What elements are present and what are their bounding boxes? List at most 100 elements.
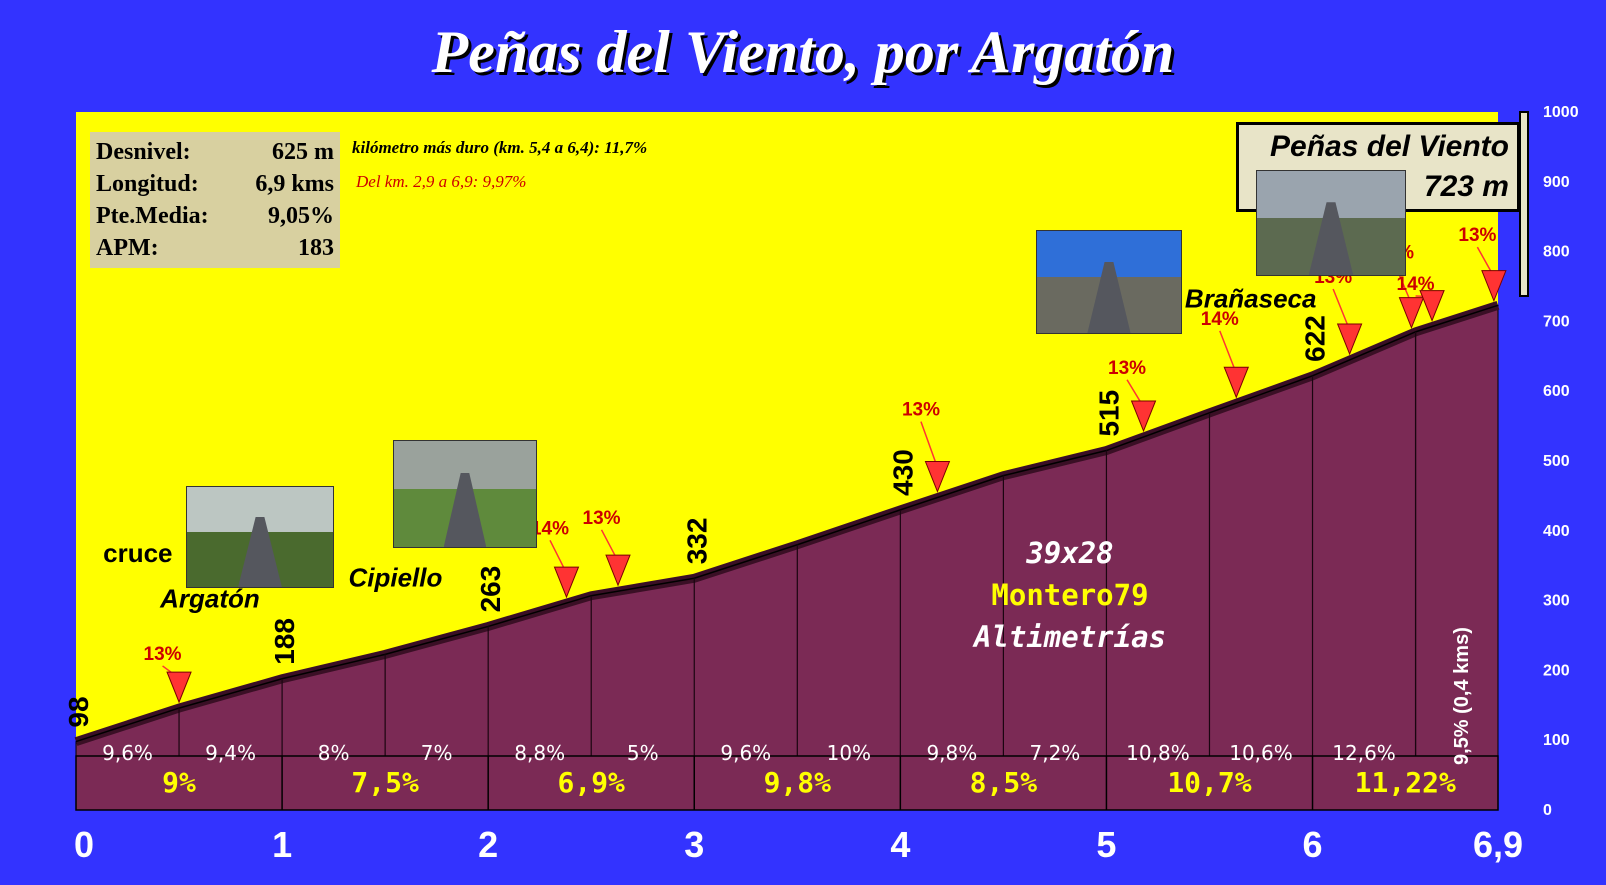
half-km-grade-label: 9,6% <box>102 741 153 765</box>
y-tick-label: 500 <box>1543 453 1570 470</box>
credits: 39x28 Montero79 Altimetrías <box>960 532 1180 658</box>
summit-altitude: 723 m <box>1423 170 1509 203</box>
summit-name: Peñas del Viento <box>1270 130 1509 163</box>
half-km-grade-label: 8,8% <box>514 741 565 765</box>
steep-arrow-head <box>166 671 192 704</box>
altitude-label: 263 <box>475 566 506 613</box>
half-km-grade-label: 7% <box>421 741 453 765</box>
half-km-grade-label: 10% <box>827 741 871 765</box>
half-km-grade-label: 9,8% <box>926 741 977 765</box>
steep-arrow-line <box>1219 330 1237 374</box>
steep-grade-label: 13% <box>583 508 621 529</box>
route-photo-cipiello <box>393 440 537 548</box>
half-km-grade-label: 9,4% <box>205 741 256 765</box>
steep-arrow-line <box>920 421 939 468</box>
x-tick-label: 6,9 <box>1473 824 1523 865</box>
site-label: Altimetrías <box>973 620 1167 654</box>
km-grade-label: 6,9% <box>557 766 625 799</box>
steep-arrow-head <box>1130 400 1157 433</box>
steep-arrow-head <box>1481 270 1507 303</box>
stat-value: 6,9 kms <box>255 171 334 197</box>
y-tick-label: 300 <box>1543 593 1570 610</box>
x-tick-label: 2 <box>478 824 498 865</box>
half-km-grade-label: 7,2% <box>1030 741 1081 765</box>
axis-layer: 0 100 200 300 400 500 600 700 800 900 1000 0 1 2 3 4 5 6 6… <box>74 104 1579 865</box>
y-tick-label: 900 <box>1543 174 1570 191</box>
y-tick-label: 600 <box>1543 383 1570 400</box>
summit-pole <box>1519 111 1529 297</box>
place-name: Brañaseca <box>1185 283 1317 313</box>
half-km-grade-label: 12,6% <box>1332 741 1396 765</box>
half-km-grade-label: 8% <box>318 741 350 765</box>
route-photo-cyclists <box>1036 230 1182 334</box>
place-name: Argatón <box>159 584 260 614</box>
km-grade-band <box>75 755 1499 811</box>
last-segment-label: 9,5% (0,4 kms) <box>1451 627 1473 765</box>
stats-box: Desnivel: 625 m Longitud: 6,9 kms Pte.Medi… <box>90 132 340 268</box>
section-note: Del km. 2,9 a 6,9: 9,97% <box>356 172 527 191</box>
gear-label: 39x28 <box>1026 536 1114 570</box>
y-tick-label: 400 <box>1543 523 1570 540</box>
steep-arrow-head <box>553 566 580 599</box>
half-km-grade-label: 9,6% <box>720 741 771 765</box>
stat-row: Pte.Media: 9,05% <box>96 200 334 232</box>
x-tick-label: 3 <box>684 824 704 865</box>
altitude-label: 430 <box>887 449 918 496</box>
steep-grade-label: 14% <box>1397 274 1435 295</box>
steep-arrow-head <box>605 554 631 587</box>
steep-arrow-head <box>1398 297 1425 329</box>
km-grade-label: 9% <box>162 766 196 799</box>
stat-row: Desnivel: 625 m <box>96 136 334 168</box>
x-tick-label: 0 <box>74 824 94 865</box>
km-grade-label: 10,7% <box>1167 766 1251 799</box>
place-name: Cipiello <box>348 563 442 593</box>
steep-arrow-head <box>1223 366 1250 399</box>
steep-grade-label: 13% <box>1108 358 1146 379</box>
steep-arrow-line <box>1332 288 1351 331</box>
altitude-label: 622 <box>1300 315 1331 362</box>
route-photo-argaton <box>186 486 334 588</box>
stat-label: Pte.Media: <box>96 203 209 229</box>
y-tick-label: 0 <box>1543 802 1552 819</box>
stat-row: Longitud: 6,9 kms <box>96 168 334 200</box>
stat-row: APM: 183 <box>96 232 334 264</box>
author-label: Montero79 <box>991 578 1149 612</box>
steep-arrow-head <box>924 461 951 493</box>
x-tick-label: 6 <box>1303 824 1323 865</box>
steep-grade-label: 13% <box>144 644 182 665</box>
steep-grade-label: 13% <box>902 400 940 421</box>
y-tick-label: 100 <box>1543 732 1570 749</box>
x-tick-label: 5 <box>1096 824 1116 865</box>
half-km-grade-label: 10,8% <box>1126 741 1190 765</box>
route-photo-summit <box>1256 170 1406 276</box>
altitude-label: 515 <box>1093 390 1124 437</box>
altitude-label: 332 <box>681 518 712 565</box>
steep-grade-label: 14% <box>531 518 569 539</box>
km-grade-label: 8,5% <box>970 766 1038 799</box>
km-grade-label: 9,8% <box>764 766 832 799</box>
y-tick-label: 800 <box>1543 244 1570 261</box>
stat-label: Longitud: <box>96 171 199 197</box>
stat-value: 183 <box>298 235 334 261</box>
altitude-label: 98 <box>63 696 94 727</box>
y-tick-label: 700 <box>1543 313 1570 330</box>
x-tick-label: 1 <box>272 824 292 865</box>
chart-title: Peñas del Viento, por Argatón <box>431 19 1175 85</box>
stat-label: APM: <box>96 235 159 261</box>
x-tick-label: 4 <box>890 824 910 865</box>
steep-arrow-head <box>1419 290 1445 322</box>
stat-label: Desnivel: <box>96 139 191 165</box>
label-layer: 9% 7,5% 6,9% 9,8% 8,5% 10,7% 11,22%9,6% 9,4% 8% 7… <box>63 283 1473 799</box>
y-tick-label: 1000 <box>1543 104 1579 121</box>
stat-value: 625 m <box>272 139 334 165</box>
steep-grade-label: 13% <box>1458 225 1496 246</box>
half-km-grade-label: 5% <box>627 741 659 765</box>
km-grade-label: 7,5% <box>351 766 419 799</box>
hardest-km-note: kilómetro más duro (km. 5,4 a 6,4): 11,7… <box>352 138 648 157</box>
profile-layer <box>74 301 1500 811</box>
place-name: cruce <box>103 538 172 568</box>
stat-value: 9,05% <box>268 203 334 229</box>
altitude-label: 188 <box>269 618 300 665</box>
steep-grade-label: 14% <box>1201 309 1239 330</box>
half-km-grade-label: 10,6% <box>1229 741 1293 765</box>
